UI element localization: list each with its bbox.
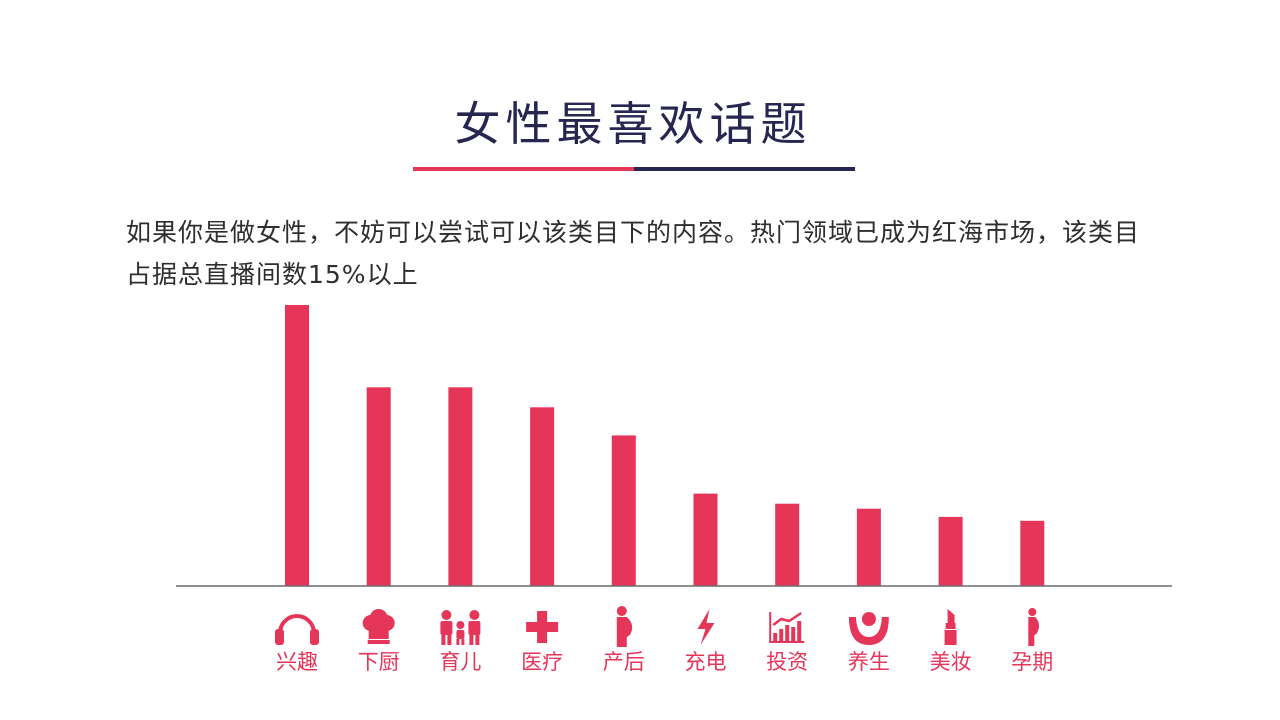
bar-5 — [693, 493, 718, 586]
bar-6 — [775, 503, 800, 586]
description-text: 如果你是做女性，不妨可以尝试可以该类目下的内容。热门领域已成为红海市场，该类目占… — [126, 218, 1141, 289]
category-label: 兴趣 — [276, 650, 318, 674]
category-label: 下厨 — [358, 650, 400, 674]
pregnant-woman-icon — [616, 606, 633, 647]
title-underline — [413, 167, 855, 171]
category-label: 美妆 — [930, 650, 972, 674]
title-underline-accent — [413, 167, 634, 171]
lightning-icon — [697, 609, 715, 645]
category-label: 产后 — [603, 650, 645, 674]
bar-2 — [448, 387, 473, 586]
category-label: 充电 — [685, 650, 727, 674]
chef-hat-icon — [362, 609, 395, 644]
bar-4 — [611, 435, 636, 586]
health-hands-icon — [848, 612, 889, 645]
family-icon — [440, 610, 481, 645]
bar-8 — [938, 516, 963, 586]
category-label: 育儿 — [439, 650, 481, 674]
category-label: 医疗 — [521, 650, 563, 674]
growth-chart-icon — [769, 611, 805, 643]
bar-9 — [1020, 520, 1045, 586]
bar-7 — [856, 508, 881, 586]
bar-0 — [285, 305, 309, 586]
lipstick-icon — [944, 609, 957, 645]
bars-group — [285, 305, 1045, 586]
category-label: 投资 — [766, 650, 808, 674]
headphones-icon — [275, 614, 319, 645]
bar-1 — [366, 387, 391, 586]
pregnant-silhouette-icon — [1028, 608, 1040, 646]
bar-3 — [530, 407, 555, 586]
medical-cross-icon — [526, 611, 559, 643]
page-title: 女性最喜欢话题 — [454, 97, 812, 151]
icons-group — [275, 606, 1040, 647]
category-labels-group: 兴趣 下厨 育儿 医疗 产后 充电 投资 养生 美妆 孕期 — [276, 650, 1053, 674]
title-underline-dark — [634, 167, 855, 171]
category-label: 养生 — [848, 650, 890, 674]
category-label: 孕期 — [1011, 650, 1053, 674]
